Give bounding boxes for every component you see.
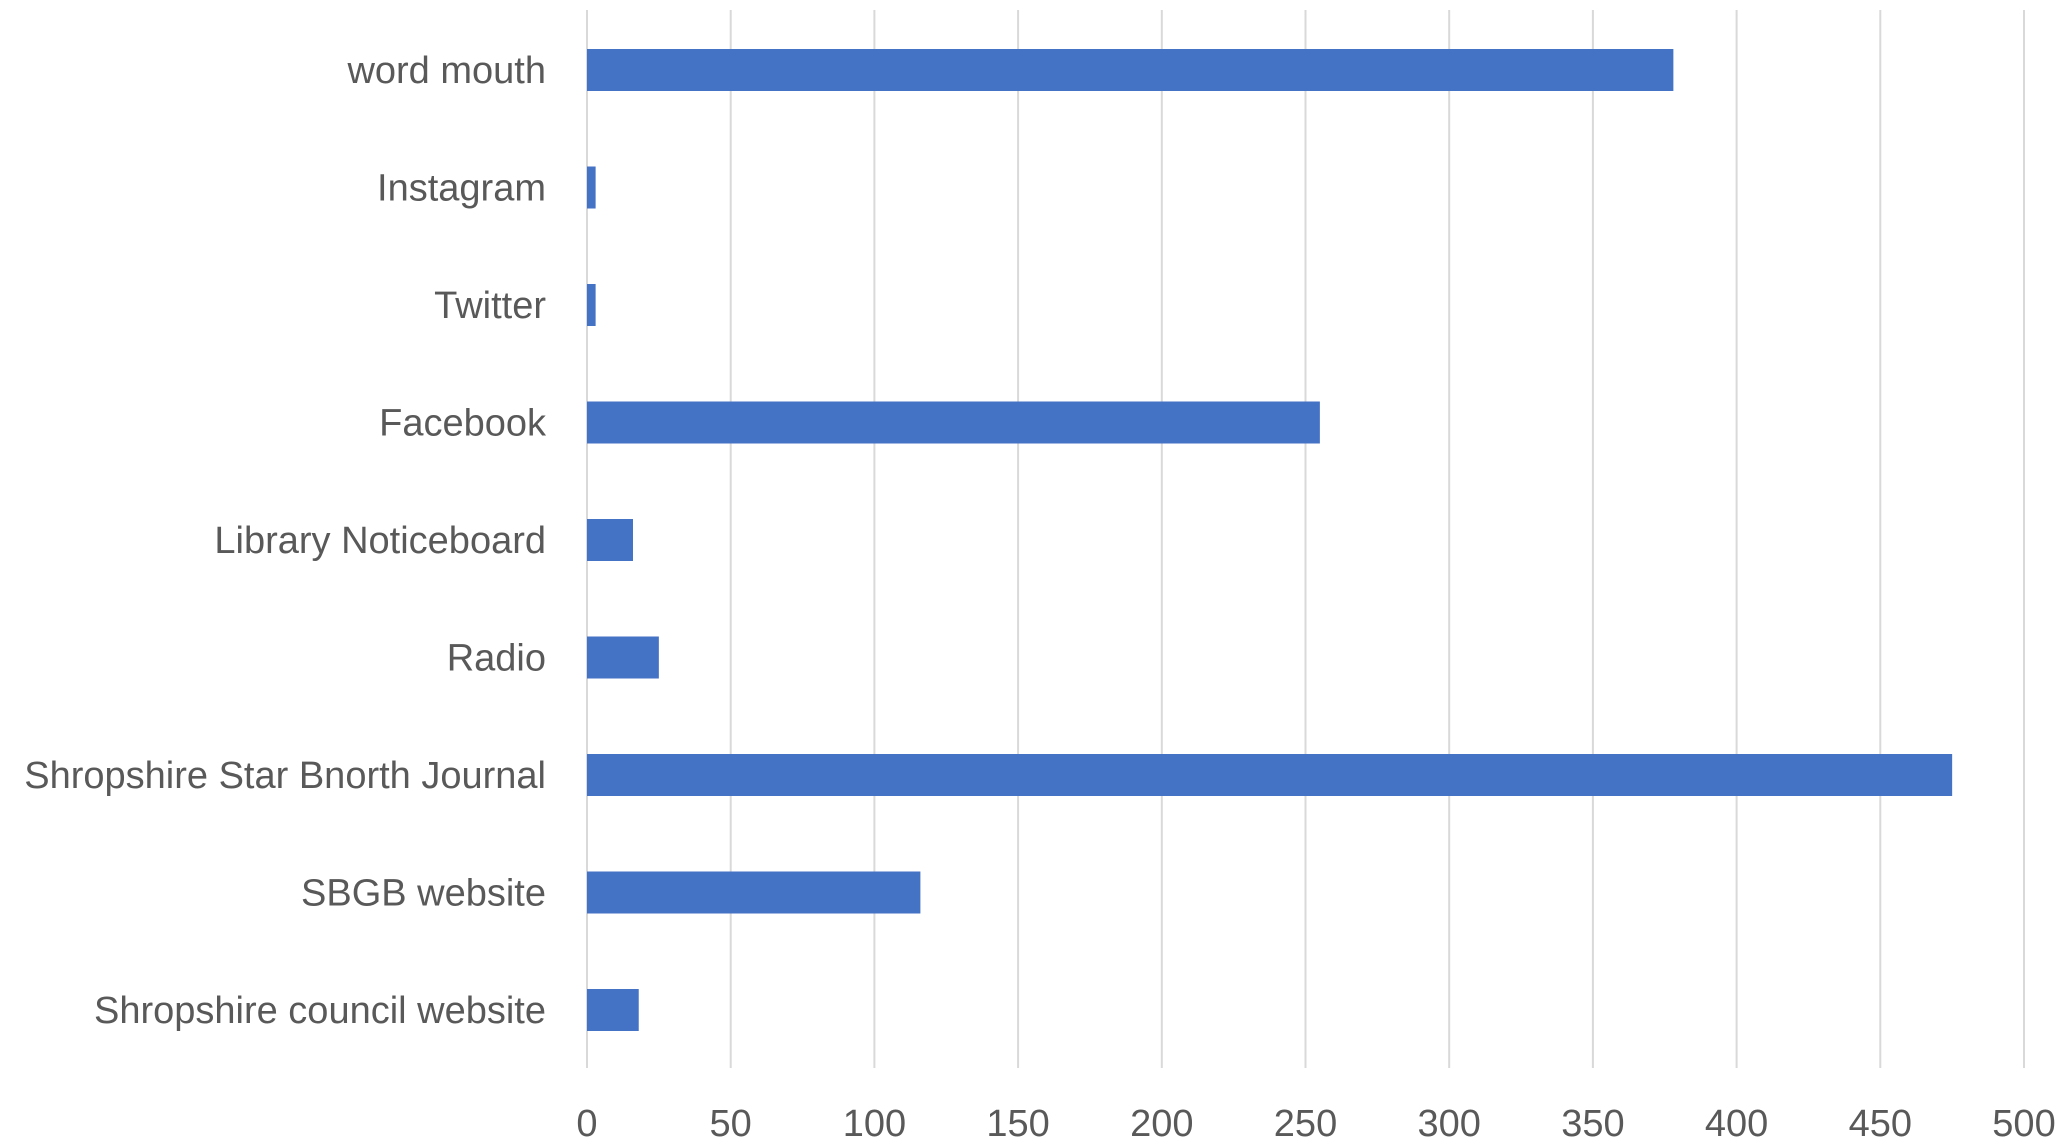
category-label: word mouth bbox=[346, 50, 546, 92]
bar bbox=[587, 519, 633, 561]
x-tick-label: 300 bbox=[1417, 1103, 1480, 1142]
category-labels: word mouth Instagram Twitter Facebook Librar… bbox=[24, 50, 547, 1032]
category-label: Facebook bbox=[379, 403, 547, 445]
bar bbox=[587, 401, 1320, 444]
x-tick-label: 0 bbox=[576, 1103, 597, 1142]
x-axis-tick-labels: 0 50 100 150 200 250 300 350 400 450 500 bbox=[576, 1103, 2055, 1142]
x-tick-label: 500 bbox=[1992, 1103, 2055, 1142]
x-tick-label: 400 bbox=[1705, 1103, 1768, 1142]
x-tick-label: 250 bbox=[1274, 1103, 1337, 1142]
bar bbox=[587, 989, 639, 1031]
category-label: SBGB website bbox=[301, 873, 546, 915]
category-label: Instagram bbox=[377, 168, 546, 210]
category-label: Shropshire Star Bnorth Journal bbox=[24, 755, 546, 797]
bar bbox=[587, 636, 659, 679]
x-tick-label: 100 bbox=[843, 1103, 906, 1142]
category-label: Library Noticeboard bbox=[214, 520, 546, 562]
x-tick-label: 50 bbox=[710, 1103, 752, 1142]
category-label: Twitter bbox=[434, 285, 546, 327]
bar bbox=[587, 871, 921, 914]
x-tick-label: 450 bbox=[1849, 1103, 1912, 1142]
x-tick-label: 150 bbox=[986, 1103, 1049, 1142]
category-label: Radio bbox=[447, 638, 546, 680]
x-tick-label: 350 bbox=[1561, 1103, 1624, 1142]
bar bbox=[587, 284, 596, 326]
bars bbox=[587, 49, 1953, 1031]
x-tick-label: 200 bbox=[1130, 1103, 1193, 1142]
category-label: Shropshire council website bbox=[94, 990, 546, 1032]
gridlines bbox=[586, 10, 2025, 1068]
bar bbox=[587, 49, 1674, 91]
bar bbox=[587, 754, 1953, 796]
bar bbox=[587, 166, 596, 209]
